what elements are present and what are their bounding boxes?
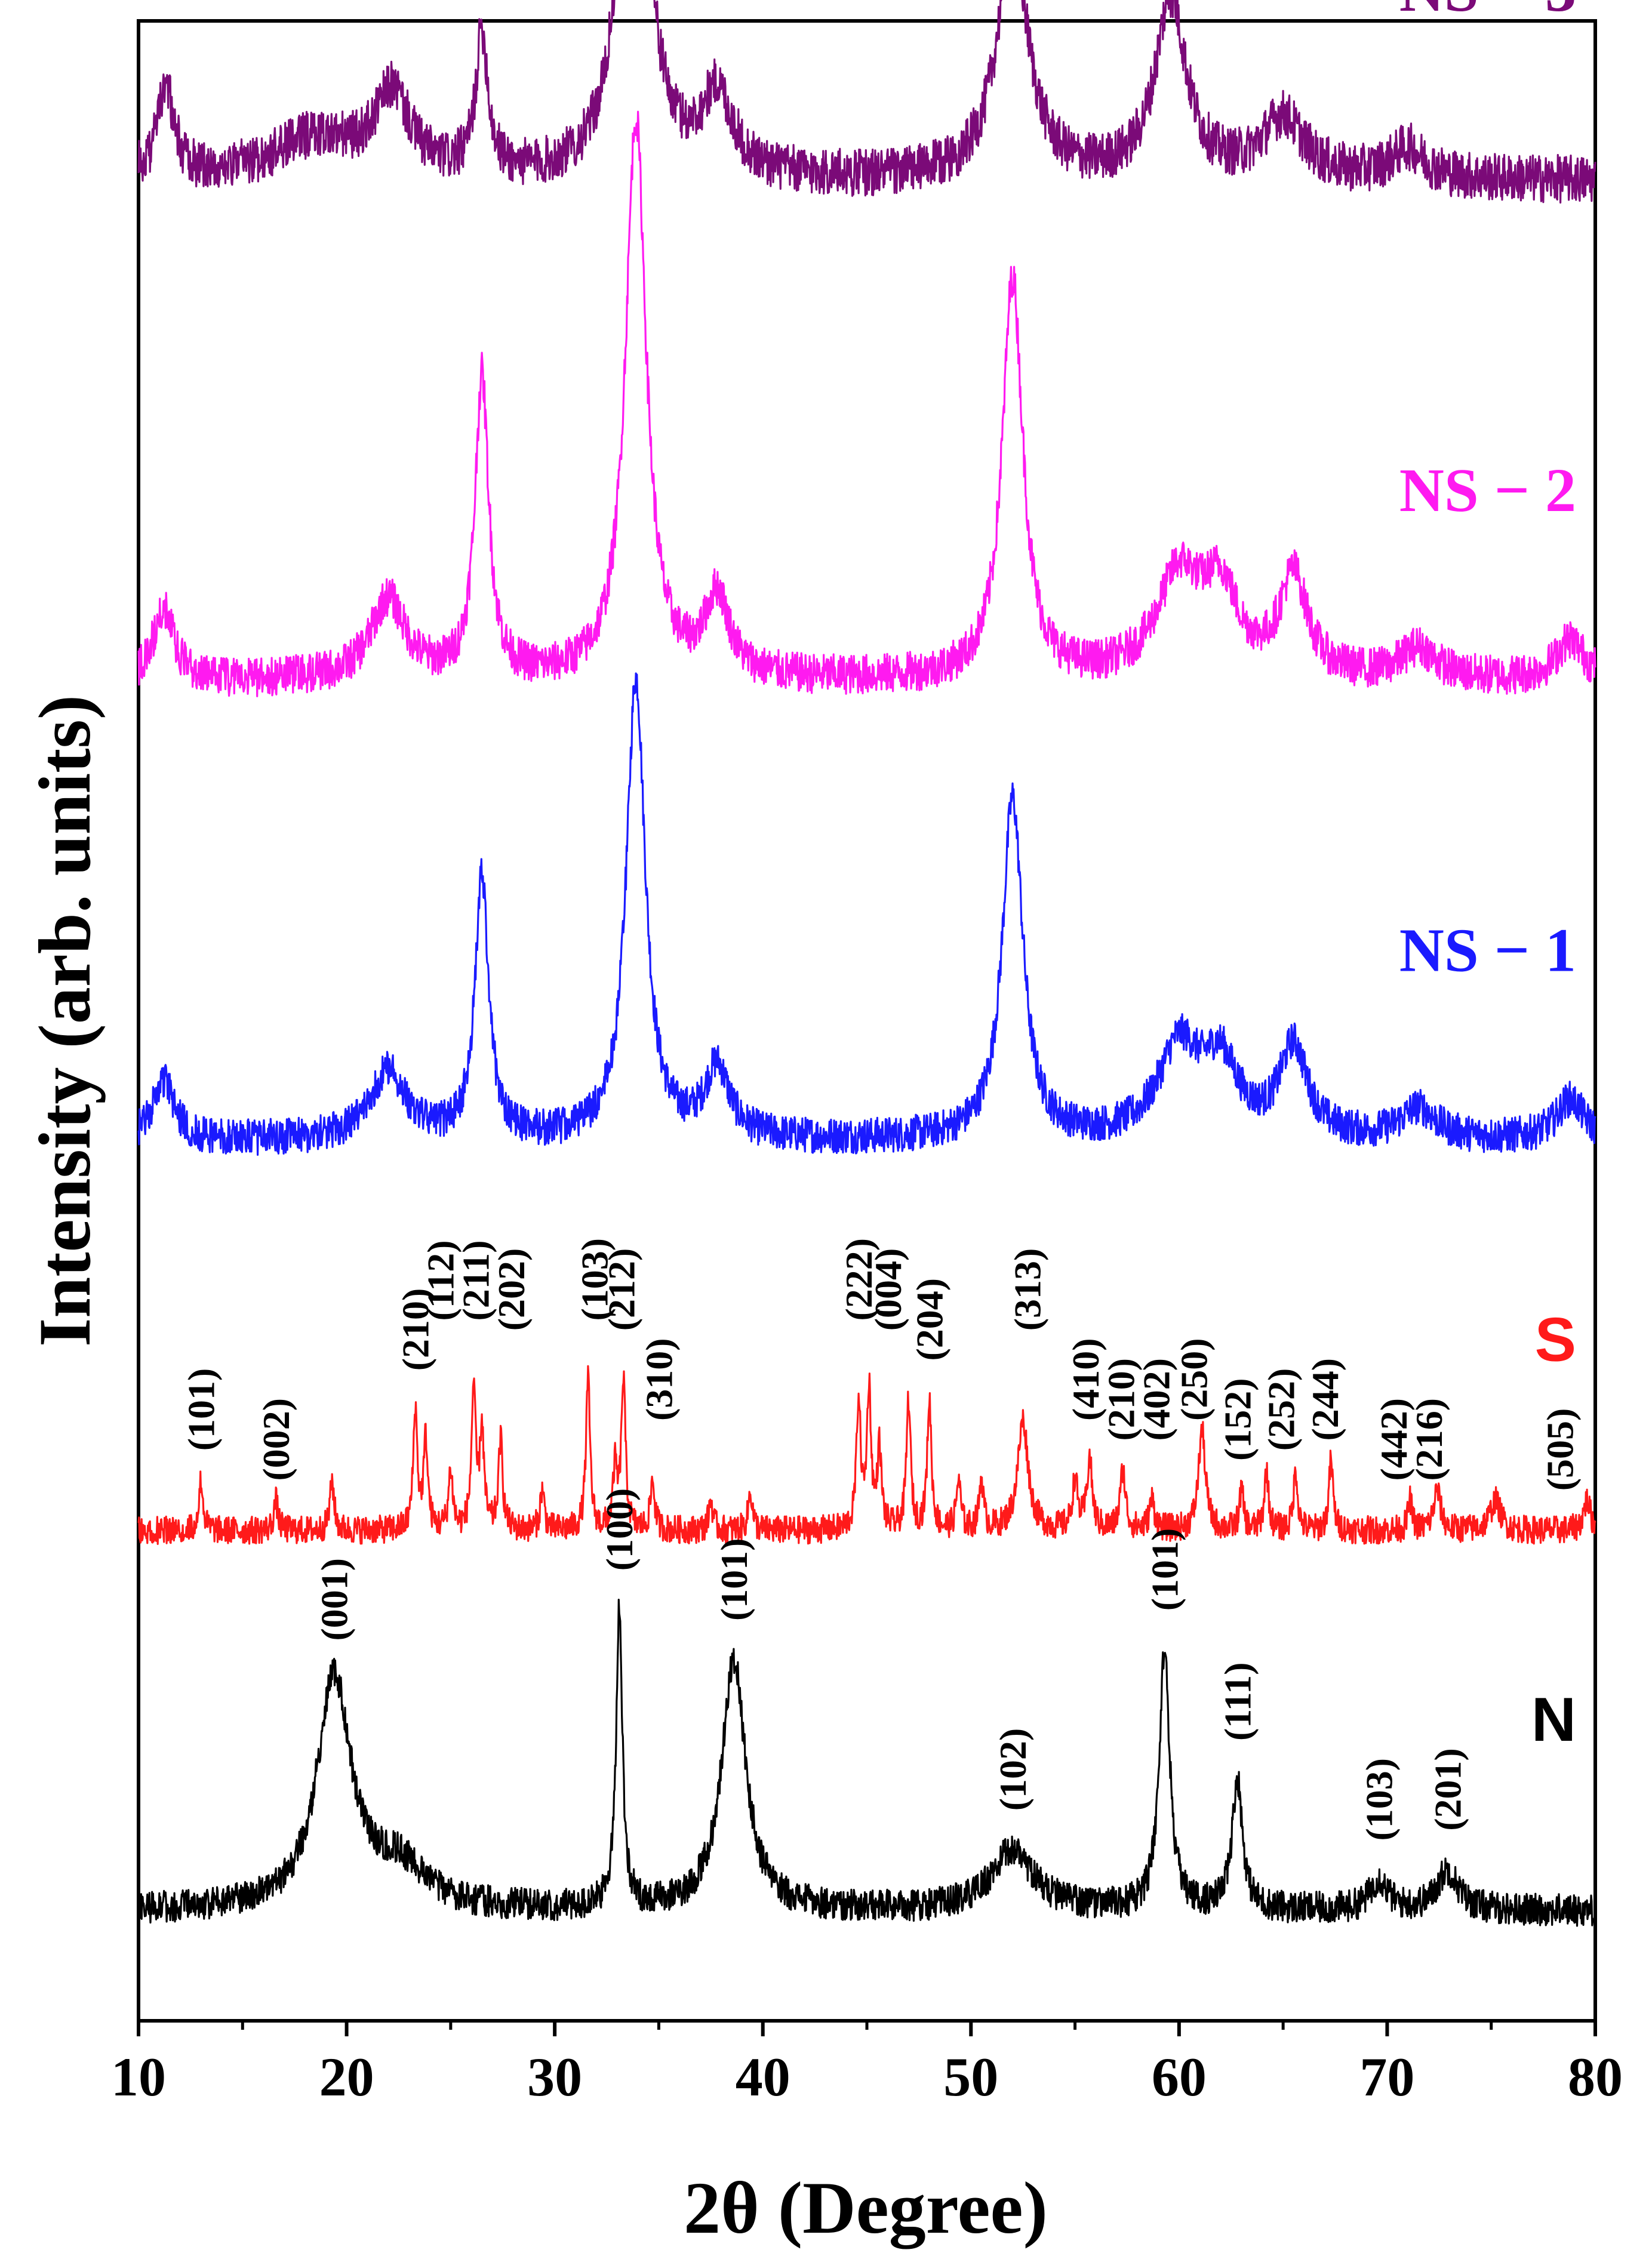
peak-label: (002)	[255, 1398, 297, 1481]
peak-label-layer: (101) (002)(210)(112)(211)(202) (103)(212)…	[180, 1238, 1582, 1841]
series-line-ns-2	[137, 110, 1596, 697]
x-axis-title: 2θ (Degree)	[684, 2167, 1048, 2249]
peak-label: (111)	[1217, 1662, 1259, 1741]
x-axis-ticks: 10 20 30 40 50 60 70 80	[111, 2021, 1623, 2107]
x-tick-label: 60	[1152, 2046, 1207, 2107]
y-axis-title: Intensity (arb. units)	[24, 695, 106, 1347]
peak-label: (244)	[1304, 1358, 1346, 1441]
plot-frame	[137, 19, 1597, 2023]
peak-label: (211)	[455, 1240, 497, 1321]
peak-label: (103)	[1358, 1758, 1401, 1841]
peak-label: (250)	[1173, 1338, 1215, 1421]
peak-label: (101)	[1144, 1528, 1186, 1611]
series-label-ns-3: NS − 3	[1399, 0, 1576, 24]
peak-label: (112)	[419, 1240, 462, 1321]
x-tick-label: 30	[527, 2046, 582, 2107]
series-layer: NS − 3 NS − 2 NS − 1 S N	[137, 0, 1596, 1927]
x-tick-label: 80	[1568, 2046, 1623, 2107]
peak-label: (442)	[1373, 1398, 1415, 1481]
peak-label: (505)	[1539, 1408, 1582, 1491]
series-label-ns-1: NS − 1	[1399, 916, 1576, 984]
x-tick-label: 20	[319, 2046, 374, 2107]
x-tick-label: 10	[111, 2046, 166, 2107]
x-tick-label: 70	[1359, 2046, 1414, 2107]
peak-label: (001)	[313, 1558, 356, 1641]
peak-label: (202)	[490, 1248, 533, 1331]
series-line-ns-3	[137, 0, 1596, 204]
peak-label: (201)	[1427, 1748, 1469, 1831]
series-line-ns-1	[137, 672, 1596, 1156]
peak-label: (103)	[573, 1238, 616, 1321]
peak-label: (210)	[1100, 1358, 1142, 1441]
peak-label: (313)	[1006, 1248, 1048, 1331]
peak-label: (222)	[838, 1238, 880, 1321]
x-tick-label: 40	[736, 2046, 790, 2107]
series-label-ns-2: NS − 2	[1399, 456, 1576, 525]
peak-label: (100)	[598, 1488, 641, 1571]
series-line-n	[137, 1599, 1596, 1927]
series-label-n: N	[1531, 1685, 1576, 1755]
peak-label: (004)	[867, 1248, 909, 1331]
peak-label: (212)	[601, 1248, 643, 1331]
peak-label: (210)	[395, 1288, 437, 1371]
peak-label: (410)	[1065, 1338, 1107, 1421]
x-tick-label: 50	[943, 2046, 998, 2107]
series-line-s	[137, 1365, 1596, 1545]
peak-label: (402)	[1136, 1358, 1178, 1441]
peak-label: (152)	[1217, 1378, 1259, 1461]
peak-label: (204)	[909, 1278, 951, 1361]
peak-label: (102)	[992, 1728, 1034, 1811]
peak-label: (216)	[1408, 1398, 1450, 1481]
series-label-s: S	[1535, 1306, 1576, 1375]
peak-label: (101)	[180, 1368, 223, 1451]
peak-label: (252)	[1260, 1368, 1303, 1451]
peak-label: (310)	[638, 1338, 680, 1421]
peak-label: (101)	[713, 1538, 755, 1621]
